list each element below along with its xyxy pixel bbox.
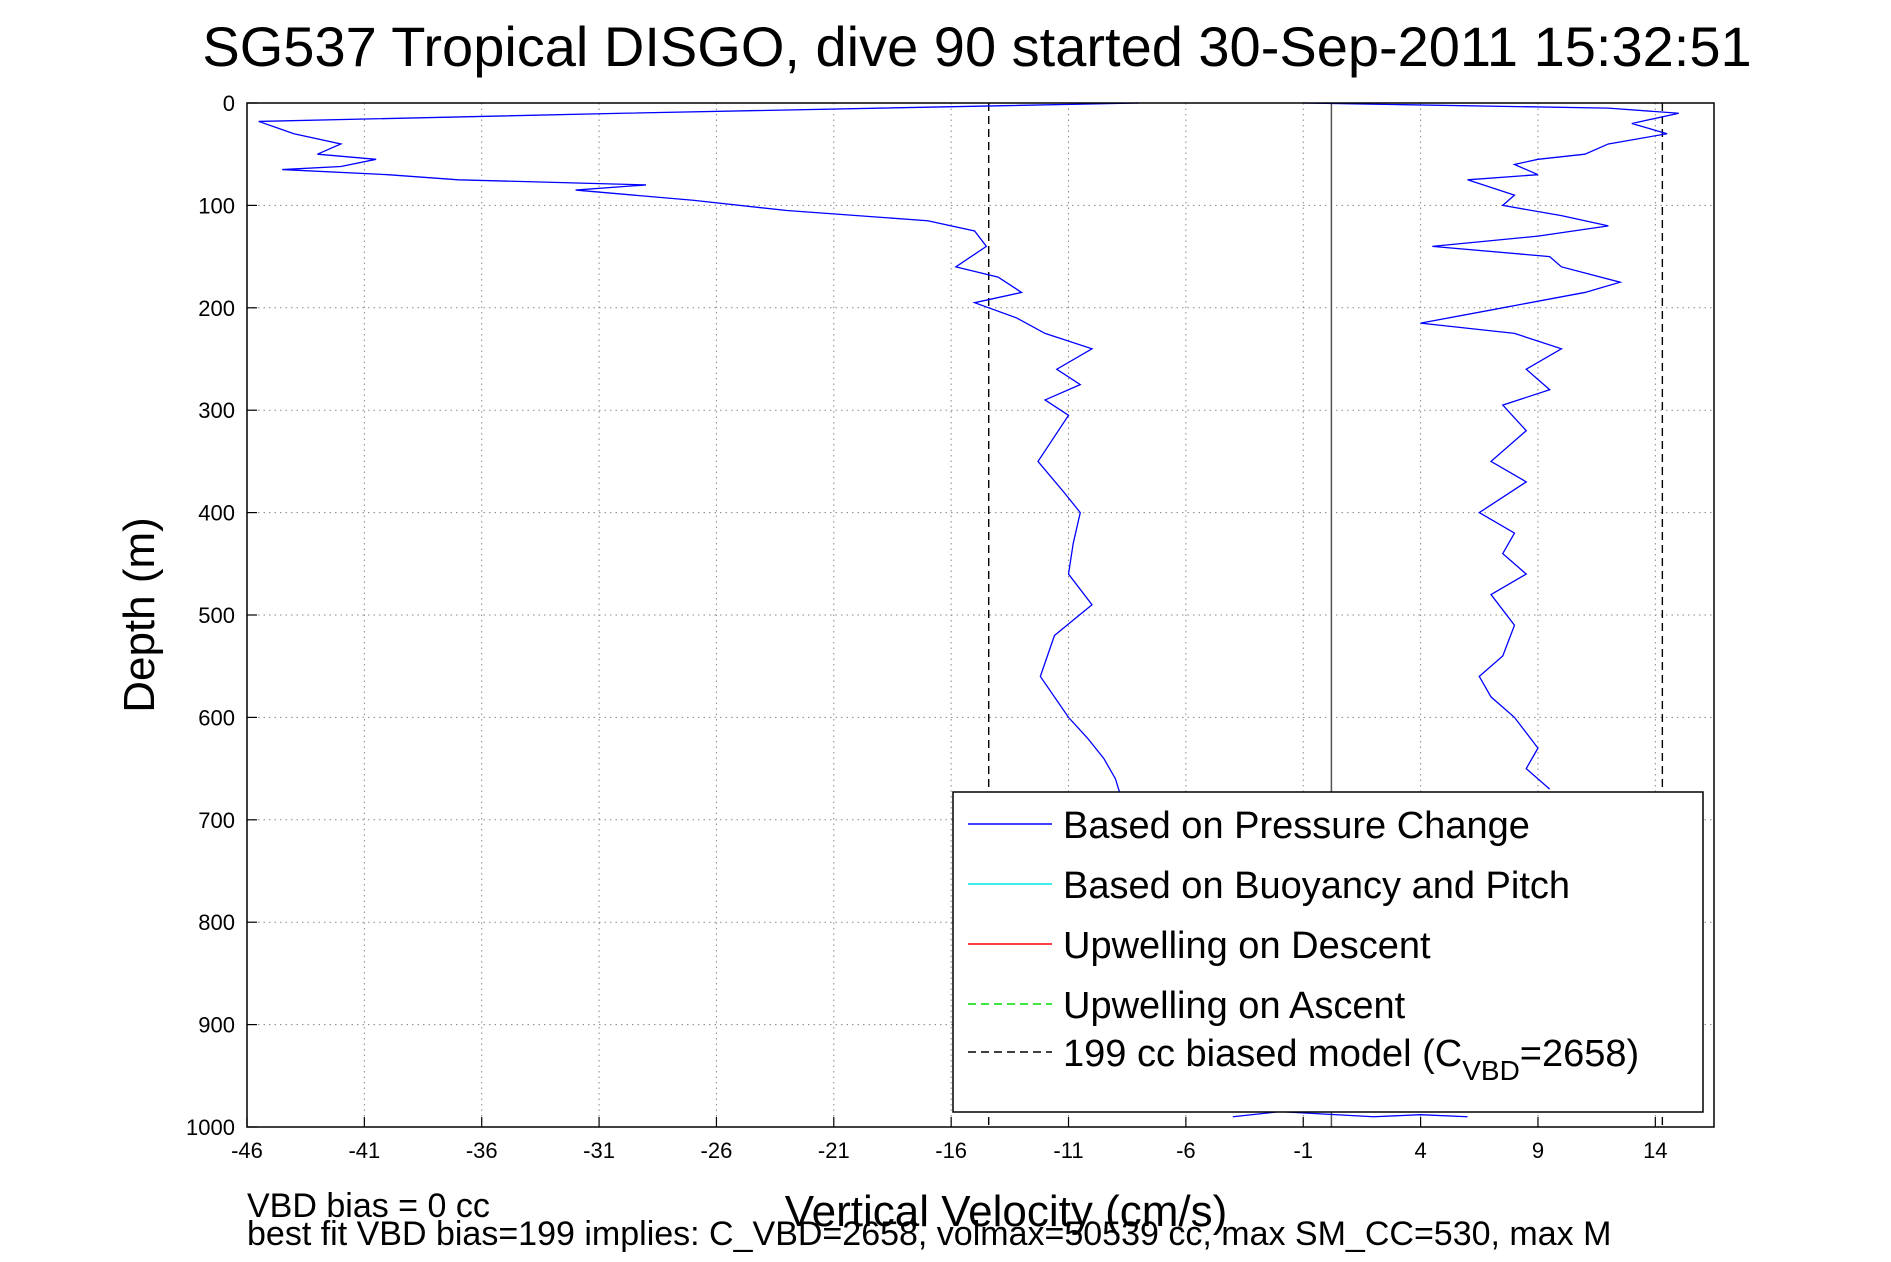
velocity-series: [258, 102, 1679, 1118]
x-tick-label: 14: [1643, 1138, 1667, 1163]
y-tick-label: 0: [223, 91, 235, 116]
x-tick-label: -6: [1176, 1138, 1196, 1163]
legend-label: Based on Pressure Change: [1063, 805, 1530, 847]
y-tick-label: 800: [198, 910, 235, 935]
footer-line-1: VBD bias = 0 cc: [247, 1187, 490, 1225]
x-axis-label: Vertical Velocity (cm/s): [785, 1187, 1228, 1236]
series-line-0: [258, 102, 1139, 795]
y-tick-label: 200: [198, 296, 235, 321]
legend-label: Based on Buoyancy and Pitch: [1063, 865, 1570, 907]
legend: Based on Pressure Change Based on Buoyanc…: [952, 791, 1704, 1113]
series-line-1: [1303, 102, 1679, 790]
x-tick-label: -11: [1053, 1138, 1083, 1163]
y-tick-label: 1000: [186, 1115, 235, 1140]
y-axis-ticks: 0 100 200 300 400 500 600 700 800 900 1000: [186, 91, 257, 1140]
x-tick-label: -36: [466, 1138, 498, 1163]
legend-box: [952, 791, 1704, 1113]
y-tick-label: 700: [198, 808, 235, 833]
legend-label: 199 cc biased model (CVBD=2658): [1063, 1033, 1639, 1086]
footer-line-2: best fit VBD bias=199 implies: C_VBD=265…: [247, 1215, 1611, 1253]
series-line-bottom: [1232, 1110, 1468, 1118]
y-tick-label: 600: [198, 705, 235, 730]
x-tick-label: 4: [1414, 1138, 1426, 1163]
x-tick-label: -21: [818, 1138, 850, 1163]
x-tick-label: -31: [583, 1138, 615, 1163]
x-tick-label: -46: [231, 1138, 263, 1163]
y-tick-label: 500: [198, 603, 235, 628]
x-tick-label: -16: [935, 1138, 967, 1163]
x-tick-label: 9: [1532, 1138, 1544, 1163]
biased-model-lines: [988, 103, 1664, 1127]
x-tick-label: -1: [1293, 1138, 1313, 1163]
y-tick-label: 400: [198, 501, 235, 526]
y-axis-label: Depth (m): [115, 517, 164, 713]
legend-label: Upwelling on Descent: [1063, 925, 1431, 967]
y-tick-label: 300: [198, 398, 235, 423]
x-axis-ticks: -46 -41 -36 -31 -26 -21 -16 -11 -6 -1 4 9 14: [231, 1117, 1668, 1163]
x-tick-label: -41: [348, 1138, 380, 1163]
y-tick-label: 100: [198, 193, 235, 218]
x-tick-label: -26: [701, 1138, 733, 1163]
y-tick-label: 900: [198, 1013, 235, 1038]
chart-title: SG537 Tropical DISGO, dive 90 started 30…: [202, 15, 1751, 78]
legend-label: Upwelling on Ascent: [1063, 985, 1406, 1027]
